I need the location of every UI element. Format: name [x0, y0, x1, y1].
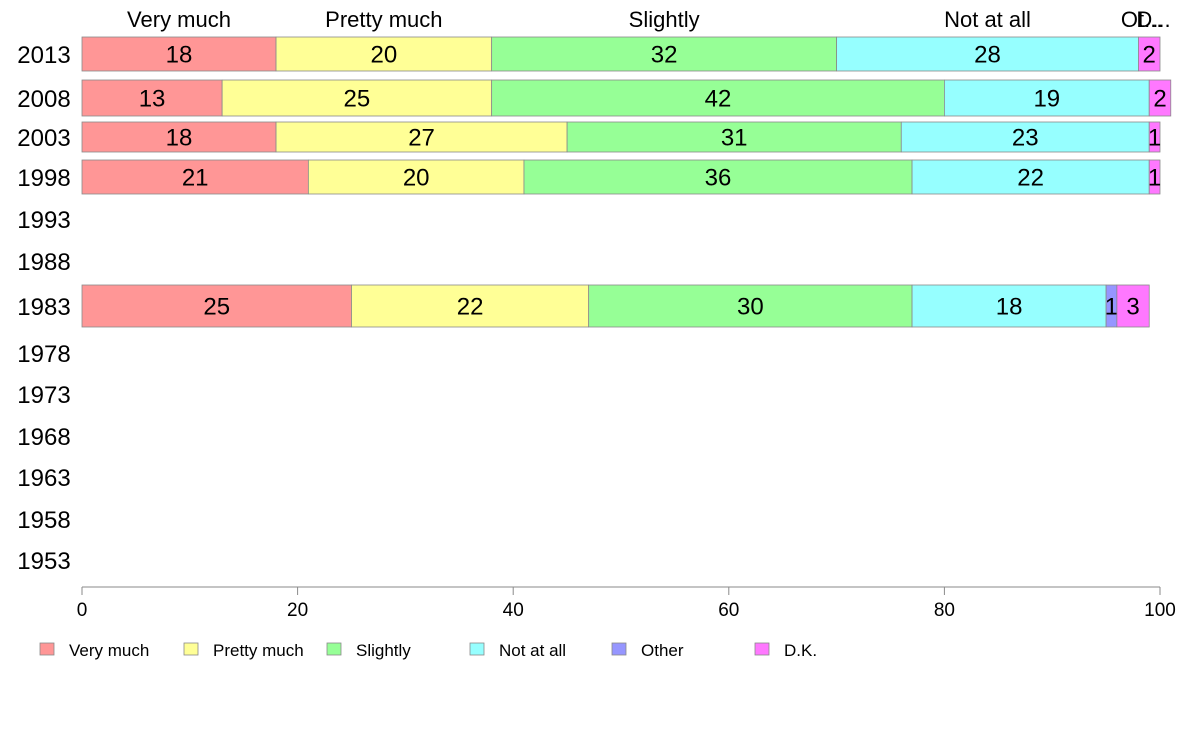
year-axis-labels: 2013 2008 2003 1998 1993 1988 1983 1978 1973 1968…	[17, 42, 70, 575]
bar-segment-1998-not-at-all	[911, 159, 1150, 195]
year-label-1988: 1988	[17, 249, 70, 276]
legend-swatch-pretty-much	[183, 642, 199, 656]
data-label-1983-very-much: 25	[203, 294, 230, 321]
year-label-1958: 1958	[17, 507, 70, 534]
legend-swatch-slightly	[326, 642, 342, 656]
data-label-2013-pretty-much: 20	[370, 42, 397, 69]
data-label-2003-pretty-much: 27	[408, 125, 435, 152]
bar-segment-2013-slightly	[491, 36, 838, 72]
legend-swatch-very-much	[39, 642, 55, 656]
bar-segment-1998-slightly	[523, 159, 913, 195]
legend-swatch-not-at-all	[469, 642, 485, 656]
bar-segment-2003-slightly	[566, 121, 902, 153]
bar-segment-2008-pretty-much	[221, 79, 493, 117]
x-tick-label-40: 40	[503, 600, 524, 621]
x-tick-label-80: 80	[934, 600, 955, 621]
top-label-very-much: Very much	[127, 7, 231, 32]
bar-segment-1983-not-at-all	[911, 284, 1107, 328]
data-label-1998-d-k: 1	[1148, 165, 1161, 192]
data-label-1983-pretty-much: 22	[457, 294, 484, 321]
data-label-1983-not-at-all: 18	[996, 294, 1023, 321]
data-label-2013-slightly: 32	[651, 42, 678, 69]
data-label-1998-slightly: 36	[705, 165, 732, 192]
year-label-1978: 1978	[17, 341, 70, 368]
bar-segment-2008-not-at-all	[944, 79, 1150, 117]
bar-segment-1983-slightly	[588, 284, 913, 328]
legend-label-other: Other	[641, 641, 684, 660]
data-label-1983-d-k: 3	[1126, 294, 1139, 321]
year-label-1963: 1963	[17, 465, 70, 492]
year-label-1973: 1973	[17, 382, 70, 409]
bar-segment-1983-pretty-much	[351, 284, 590, 328]
bar-segment-1998-d-k	[1148, 159, 1161, 195]
bar-segment-1998-pretty-much	[307, 159, 525, 195]
bar-segment-2008-very-much	[81, 79, 223, 117]
data-label-2008-not-at-all: 19	[1033, 86, 1060, 113]
year-label-1993: 1993	[17, 207, 70, 234]
data-label-2008-very-much: 13	[139, 86, 166, 113]
data-label-1998-very-much: 21	[182, 165, 209, 192]
year-label-2003: 2003	[17, 125, 70, 152]
year-label-1998: 1998	[17, 165, 70, 192]
bar-segment-2003-very-much	[81, 121, 277, 153]
data-label-1983-slightly: 30	[737, 294, 764, 321]
data-label-1983-other: 1	[1105, 294, 1118, 321]
year-label-2008: 2008	[17, 86, 70, 113]
x-tick-label-0: 0	[77, 600, 88, 621]
bars: 18 20 32 28 213 25 42 19 218 27 31 23 121 20 36 22 125 22…	[81, 36, 1172, 328]
legend-label-slightly: Slightly	[356, 641, 411, 660]
data-label-2008-d-k: 2	[1153, 86, 1166, 113]
top-category-labels: Very much Pretty much Slightly Not at all Ot…	[127, 7, 1171, 32]
year-label-1983: 1983	[17, 294, 70, 321]
top-label-d-k: D...	[1136, 7, 1170, 32]
bar-segment-1998-very-much	[81, 159, 309, 195]
legend: Very much Pretty much Slightly Not at all Ot…	[39, 641, 817, 660]
data-label-2013-d-k: 2	[1143, 42, 1156, 69]
bar-segment-2013-not-at-all	[836, 36, 1139, 72]
data-label-2008-pretty-much: 25	[344, 86, 371, 113]
bar-segment-1983-d-k	[1116, 284, 1150, 328]
bar-segment-2008-slightly	[491, 79, 945, 117]
year-label-1968: 1968	[17, 424, 70, 451]
data-label-2013-very-much: 18	[166, 42, 193, 69]
data-label-2003-not-at-all: 23	[1012, 125, 1039, 152]
data-label-2008-slightly: 42	[705, 86, 732, 113]
bar-segment-2003-pretty-much	[275, 121, 568, 153]
data-label-2003-slightly: 31	[721, 125, 748, 152]
x-tick-label-60: 60	[718, 600, 739, 621]
bar-segment-2003-d-k	[1148, 121, 1161, 153]
data-label-1998-not-at-all: 22	[1017, 165, 1044, 192]
x-tick-label-20: 20	[287, 600, 308, 621]
x-axis: 0 20 40 60 80 100	[77, 586, 1176, 621]
top-label-not-at-all: Not at all	[944, 7, 1031, 32]
legend-swatch-d-k	[754, 642, 770, 656]
legend-label-very-much: Very much	[69, 641, 149, 660]
bar-segment-2013-d-k	[1138, 36, 1161, 72]
data-label-2003-d-k: 1	[1148, 125, 1161, 152]
legend-label-pretty-much: Pretty much	[213, 641, 304, 660]
top-label-slightly: Slightly	[629, 7, 700, 32]
bar-segment-2008-d-k	[1148, 79, 1172, 117]
bar-segment-1983-very-much	[81, 284, 352, 328]
legend-swatch-other	[611, 642, 627, 656]
year-label-1953: 1953	[17, 548, 70, 575]
bar-segment-2013-very-much	[81, 36, 277, 72]
top-label-other: Ot...	[1121, 7, 1163, 32]
legend-label-d-k: D.K.	[784, 641, 817, 660]
top-label-pretty-much: Pretty much	[325, 7, 442, 32]
bar-segment-2013-pretty-much	[275, 36, 493, 72]
year-label-2013: 2013	[17, 42, 70, 69]
data-label-2003-very-much: 18	[166, 125, 193, 152]
x-tick-label-100: 100	[1144, 600, 1176, 621]
legend-label-not-at-all: Not at all	[499, 641, 566, 660]
data-label-2013-not-at-all: 28	[974, 42, 1001, 69]
data-label-1998-pretty-much: 20	[403, 165, 430, 192]
